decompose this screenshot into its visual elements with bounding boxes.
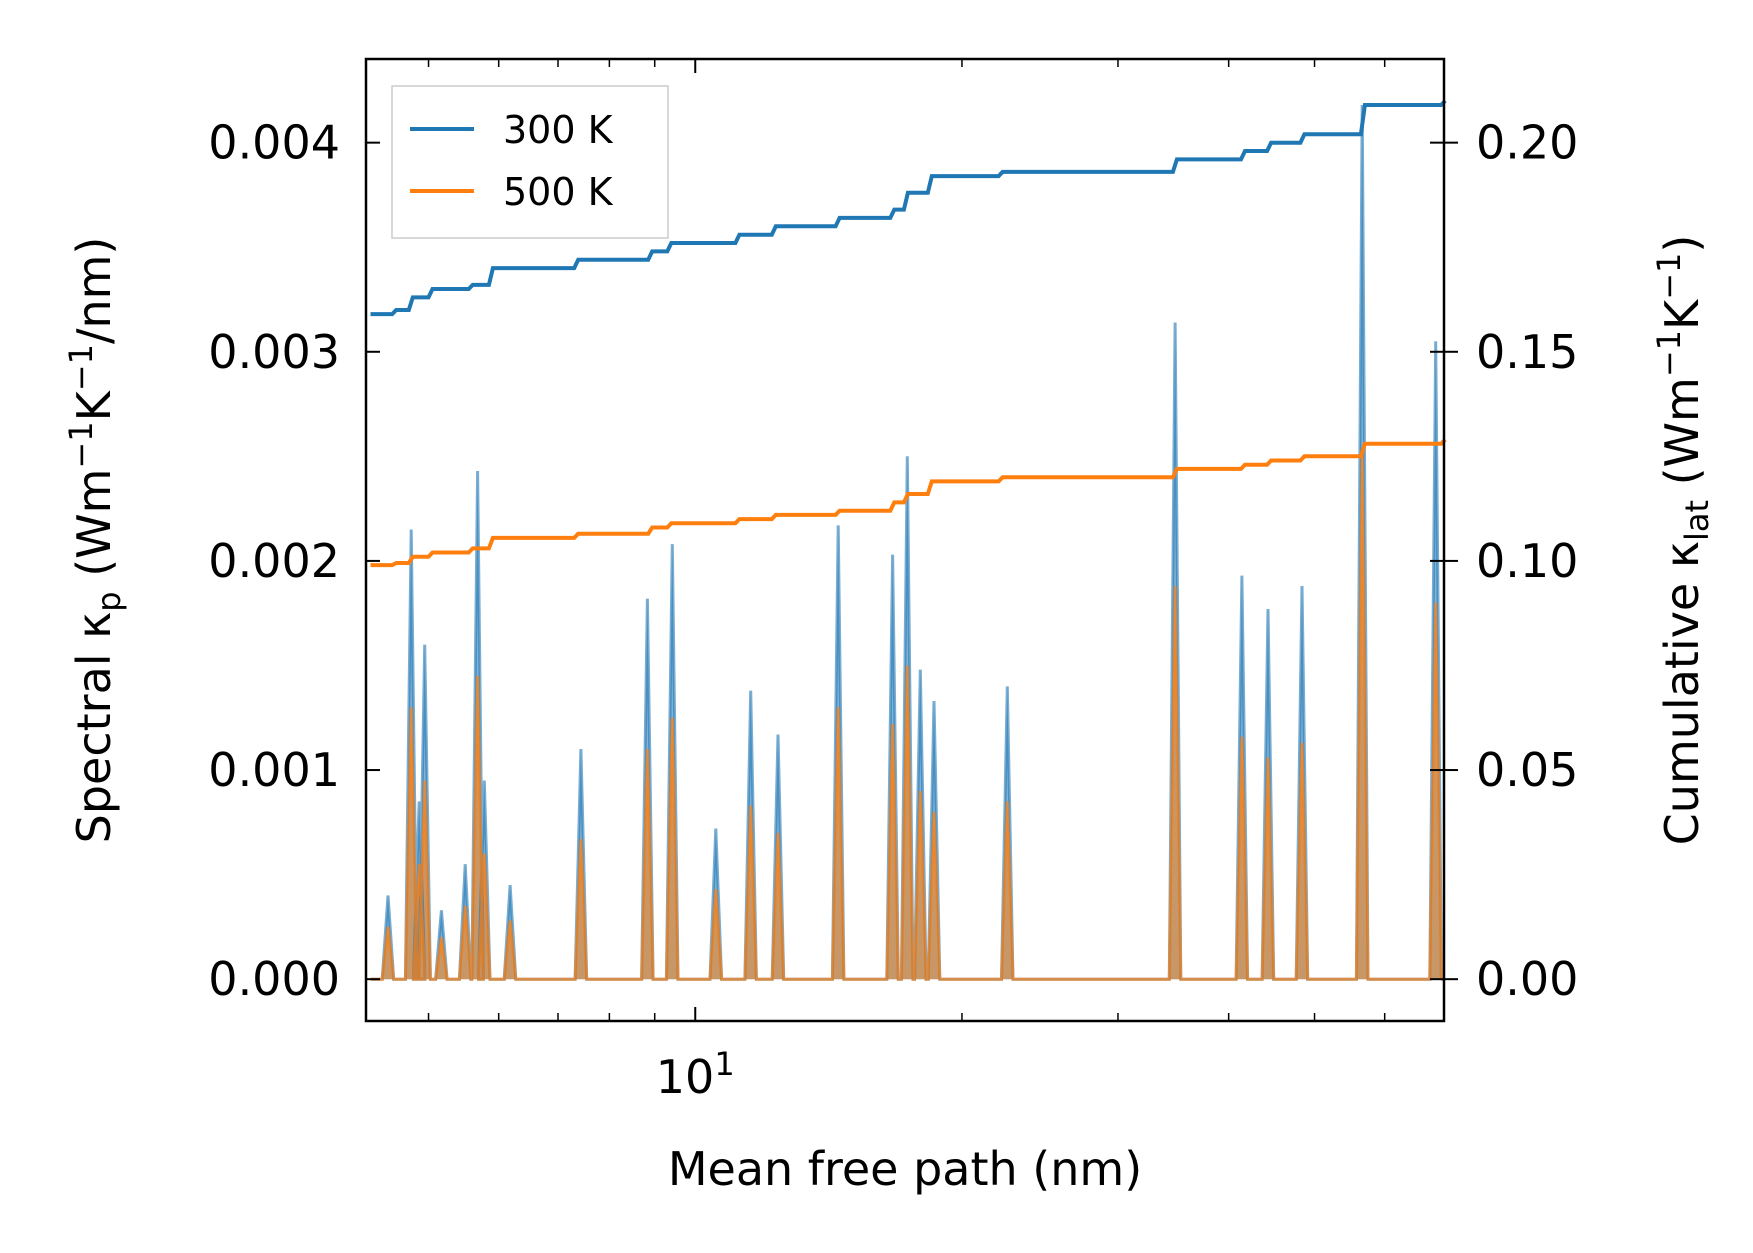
legend-box bbox=[391, 85, 669, 239]
y-right-tick-label: 0.10 bbox=[1476, 534, 1578, 588]
y-right-tick-label: 0.20 bbox=[1476, 116, 1578, 170]
cumulative-300k-line bbox=[370, 99, 1447, 317]
y-left-tick-label: 0.000 bbox=[208, 952, 340, 1006]
y-left-tick-label: 0.002 bbox=[208, 534, 340, 588]
plot-frame bbox=[364, 57, 1446, 1023]
y-left-tick-label: 0.001 bbox=[208, 743, 340, 797]
y-left-tick-label: 0.004 bbox=[208, 116, 340, 170]
spectral-300k-line bbox=[370, 104, 1443, 981]
spectral-500k-line bbox=[370, 454, 1443, 981]
y-right-tick-label: 0.00 bbox=[1476, 952, 1578, 1006]
y-left-axis-label: Spectral κp (Wm−1K−1/nm) bbox=[62, 237, 128, 844]
ticks: 0.000 0.001 0.002 0.003 0.004 0.00 0.05 0.10 0.1… bbox=[208, 59, 1578, 1104]
y-right-tick-label: 0.15 bbox=[1476, 325, 1578, 379]
legend: 300 K 500 K bbox=[391, 85, 669, 239]
legend-label-300k: 300 K bbox=[503, 108, 614, 152]
y-right-tick-label: 0.05 bbox=[1476, 743, 1578, 797]
legend-label-500k: 500 K bbox=[503, 170, 614, 214]
plot-series bbox=[370, 99, 1447, 981]
spectral-500k-fill bbox=[370, 454, 1442, 980]
y-left-tick-label: 0.003 bbox=[208, 325, 340, 379]
y-right-axis-label: Cumulative κlat (Wm−1K−1) bbox=[1650, 235, 1716, 846]
x-tick-label: 101 bbox=[656, 1045, 735, 1104]
x-axis-label: Mean free path (nm) bbox=[668, 1142, 1142, 1196]
cumulative-500k-line bbox=[370, 438, 1447, 568]
